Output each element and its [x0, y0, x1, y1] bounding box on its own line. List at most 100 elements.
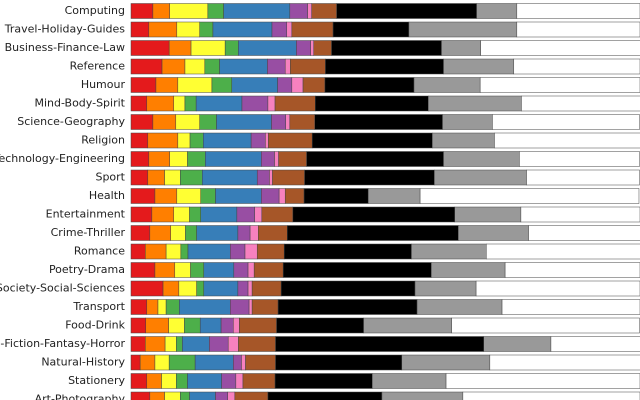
- bar-segment: [185, 225, 197, 241]
- y-tick-label: Science-Geography: [17, 115, 125, 128]
- bar-segment: [130, 95, 148, 112]
- y-tick-label: Society-Social-Sciences: [0, 282, 125, 295]
- bar-segment: [315, 95, 429, 112]
- bar-segment: [147, 132, 179, 149]
- bar-segment: [151, 206, 175, 223]
- bar-segment: [130, 299, 148, 315]
- bar-segment: [304, 169, 435, 186]
- bar-segment: [215, 391, 228, 400]
- bar-segment: [195, 95, 243, 112]
- bar-segment: [176, 336, 183, 352]
- bar-segment: [205, 151, 262, 167]
- bar-segment: [221, 373, 237, 389]
- bar-segment: [516, 3, 640, 19]
- bar-segment: [202, 169, 258, 186]
- bar-segment: [199, 114, 217, 130]
- bar-segment: [200, 188, 216, 204]
- bar-segment: [223, 3, 291, 19]
- bar-segment: [146, 95, 175, 112]
- bar-segment: [372, 373, 447, 389]
- bar-segment: [161, 58, 186, 75]
- bar-segment: [278, 188, 286, 204]
- bar-segment: [130, 114, 154, 130]
- bar-segment: [275, 336, 484, 352]
- bar-segment: [130, 151, 150, 167]
- bar-segment: [411, 243, 487, 260]
- bar-segment: [251, 299, 279, 315]
- bar-segment: [314, 114, 443, 130]
- bar-segment: [189, 206, 201, 223]
- bar-segment: [130, 243, 146, 260]
- y-tick-label: Computing: [65, 4, 125, 17]
- bar-segment: [196, 280, 205, 297]
- bar-segment: [235, 373, 244, 389]
- y-tick-label: Mind-Body-Spirit: [34, 97, 125, 110]
- bar-segment: [289, 114, 315, 130]
- bar-segment: [253, 262, 284, 278]
- bar-segment: [261, 151, 275, 167]
- bar-segment: [200, 206, 238, 223]
- bar-segment: [168, 317, 185, 334]
- bar-segment: [443, 151, 520, 167]
- bar-segment: [145, 336, 166, 352]
- bar-segment: [130, 188, 156, 204]
- bar-segment: [177, 132, 191, 149]
- bar-segment: [528, 225, 640, 241]
- bar-segment: [215, 188, 262, 204]
- bar-segment: [274, 95, 316, 112]
- bar-segment: [174, 262, 191, 278]
- bar-segment: [130, 77, 157, 93]
- y-tick-label: Romance: [74, 245, 125, 258]
- y-tick-label: Technology-Engineering: [0, 152, 125, 165]
- bar-segment: [265, 132, 269, 149]
- bar-segment: [325, 58, 444, 75]
- bar-segment: [401, 354, 491, 371]
- bar-segment: [169, 151, 188, 167]
- bar-segment: [130, 169, 149, 186]
- bar-segment: [187, 151, 206, 167]
- bar-segment: [363, 317, 452, 334]
- bar-segment: [130, 21, 150, 38]
- bar-segment: [239, 317, 277, 334]
- bar-segment: [203, 262, 235, 278]
- bar-segment: [271, 114, 286, 130]
- bar-segment: [267, 58, 286, 75]
- bar-segment: [247, 262, 255, 278]
- bar-segment: [184, 95, 197, 112]
- bar-segment: [451, 317, 640, 334]
- y-tick-label: Food-Drink: [65, 319, 125, 332]
- bar-segment: [251, 280, 282, 297]
- bar-segment: [296, 40, 311, 56]
- bar-segment: [434, 169, 527, 186]
- bar-segment: [165, 299, 180, 315]
- bar-segment: [207, 3, 224, 19]
- bar-segment: [242, 373, 276, 389]
- y-tick-label: Stationery: [68, 374, 125, 387]
- bar-segment: [169, 3, 209, 19]
- bar-segment: [177, 77, 213, 93]
- bar-segment: [256, 169, 270, 186]
- bar-segment: [241, 95, 269, 112]
- bar-segment: [274, 373, 373, 389]
- bar-segment: [147, 169, 165, 186]
- bar-segment: [416, 299, 503, 315]
- bar-segment: [475, 280, 640, 297]
- bar-segment: [130, 317, 147, 334]
- bar-segment: [331, 40, 442, 56]
- bar-segment: [161, 373, 177, 389]
- bar-segment: [256, 243, 285, 260]
- bar-segment: [184, 58, 206, 75]
- bar-segment: [311, 3, 337, 19]
- bar-segment: [238, 40, 297, 56]
- bar-segment: [130, 132, 149, 149]
- bar-segment: [154, 354, 170, 371]
- bar-segment: [521, 95, 640, 112]
- bar-segment: [139, 354, 156, 371]
- bar-segment: [324, 77, 415, 93]
- bar-segment: [432, 132, 495, 149]
- bar-segment: [170, 225, 186, 241]
- bar-segment: [272, 169, 305, 186]
- bar-segment: [182, 336, 210, 352]
- bar-segment: [176, 188, 201, 204]
